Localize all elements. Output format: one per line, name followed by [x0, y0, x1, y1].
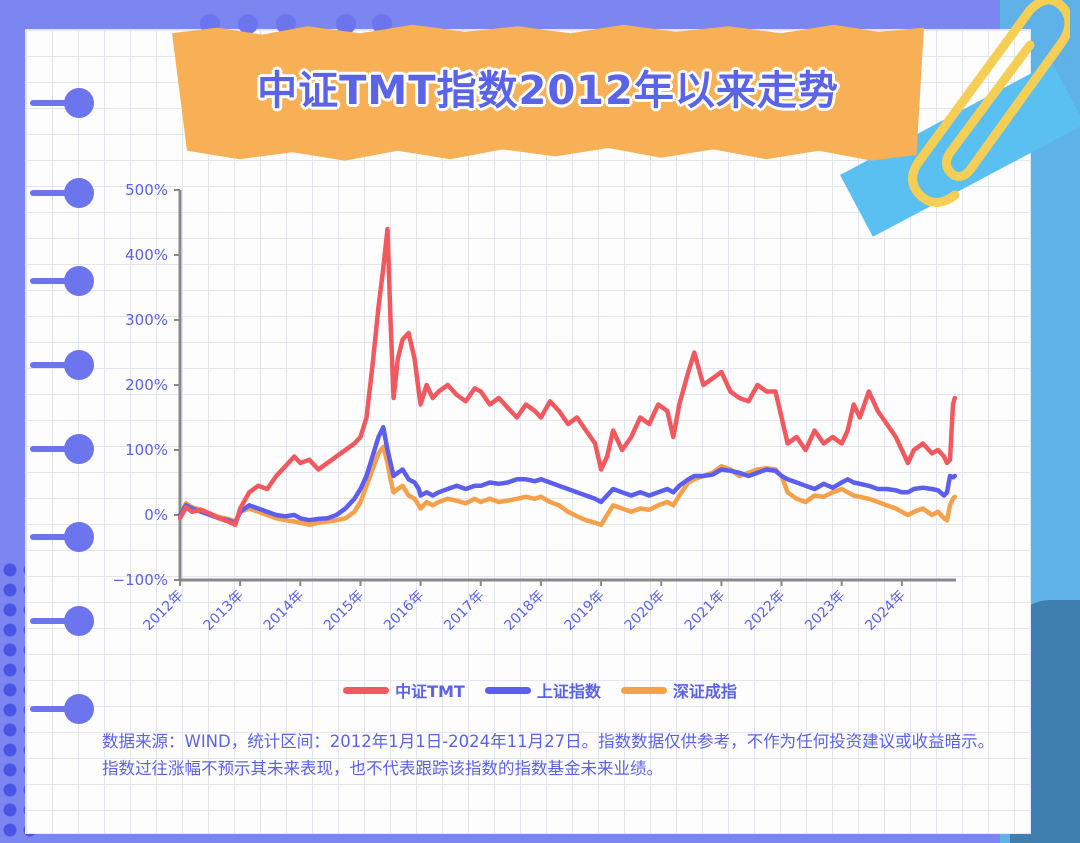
x-tick-label: 2014年 — [261, 588, 307, 634]
legend-swatch-sh — [484, 686, 531, 694]
x-tick-label: 2015年 — [321, 588, 367, 634]
x-tick-label: 2012年 — [140, 588, 186, 634]
legend-item-sz: 深证成指 — [620, 678, 737, 702]
series-line-sh — [177, 425, 958, 526]
y-tick-label: 500% — [125, 181, 168, 199]
x-tick-label: 2013年 — [201, 588, 247, 634]
series-layer — [177, 226, 958, 528]
series-line-sz — [177, 444, 958, 528]
legend-swatch-tmt — [343, 686, 390, 694]
legend: 中证TMT 上证指数 深证成指 — [0, 678, 1080, 702]
y-tick-label: 100% — [125, 441, 168, 459]
axes: 2012年 2013年 2014年 2015年 2016年 2017年 2018年 2019年… — [140, 190, 956, 634]
legend-label-tmt: 中证TMT — [395, 682, 465, 701]
x-tick-label: 2024年 — [862, 588, 908, 634]
y-tick-label: −100% — [113, 571, 168, 589]
legend-label-sz: 深证成指 — [672, 682, 737, 701]
x-tick-label: 2016年 — [381, 588, 427, 634]
title-banner — [172, 24, 924, 161]
y-tick-layer: 500% 400% 300% 200% 100% 0% −100% — [113, 181, 180, 589]
y-tick-label: 300% — [125, 311, 168, 329]
x-tick-label: 2021年 — [682, 588, 728, 634]
series-line-tmt — [177, 226, 958, 528]
x-tick-label: 2022年 — [742, 588, 788, 634]
y-tick-label: 0% — [144, 506, 168, 524]
chart-title: 中证TMT指数2012年以来走势 — [257, 68, 839, 114]
legend-item-tmt: 中证TMT — [343, 678, 465, 702]
x-tick-label: 2019年 — [561, 588, 607, 634]
legend-swatch-sz — [620, 686, 667, 694]
x-tick-label: 2023年 — [802, 588, 848, 634]
y-tick-label: 200% — [125, 376, 168, 394]
legend-item-sh: 上证指数 — [484, 678, 601, 702]
x-tick-label: 2020年 — [622, 588, 668, 634]
legend-label-sh: 上证指数 — [536, 682, 601, 701]
paper-clip-icon — [908, 0, 1070, 207]
y-tick-label: 400% — [125, 246, 168, 264]
x-tick-label: 2018年 — [501, 588, 547, 634]
x-tick-label: 2017年 — [441, 588, 487, 634]
source-note: 数据来源：WIND，统计区间：2012年1月1日-2024年11月27日。指数数… — [102, 732, 995, 778]
